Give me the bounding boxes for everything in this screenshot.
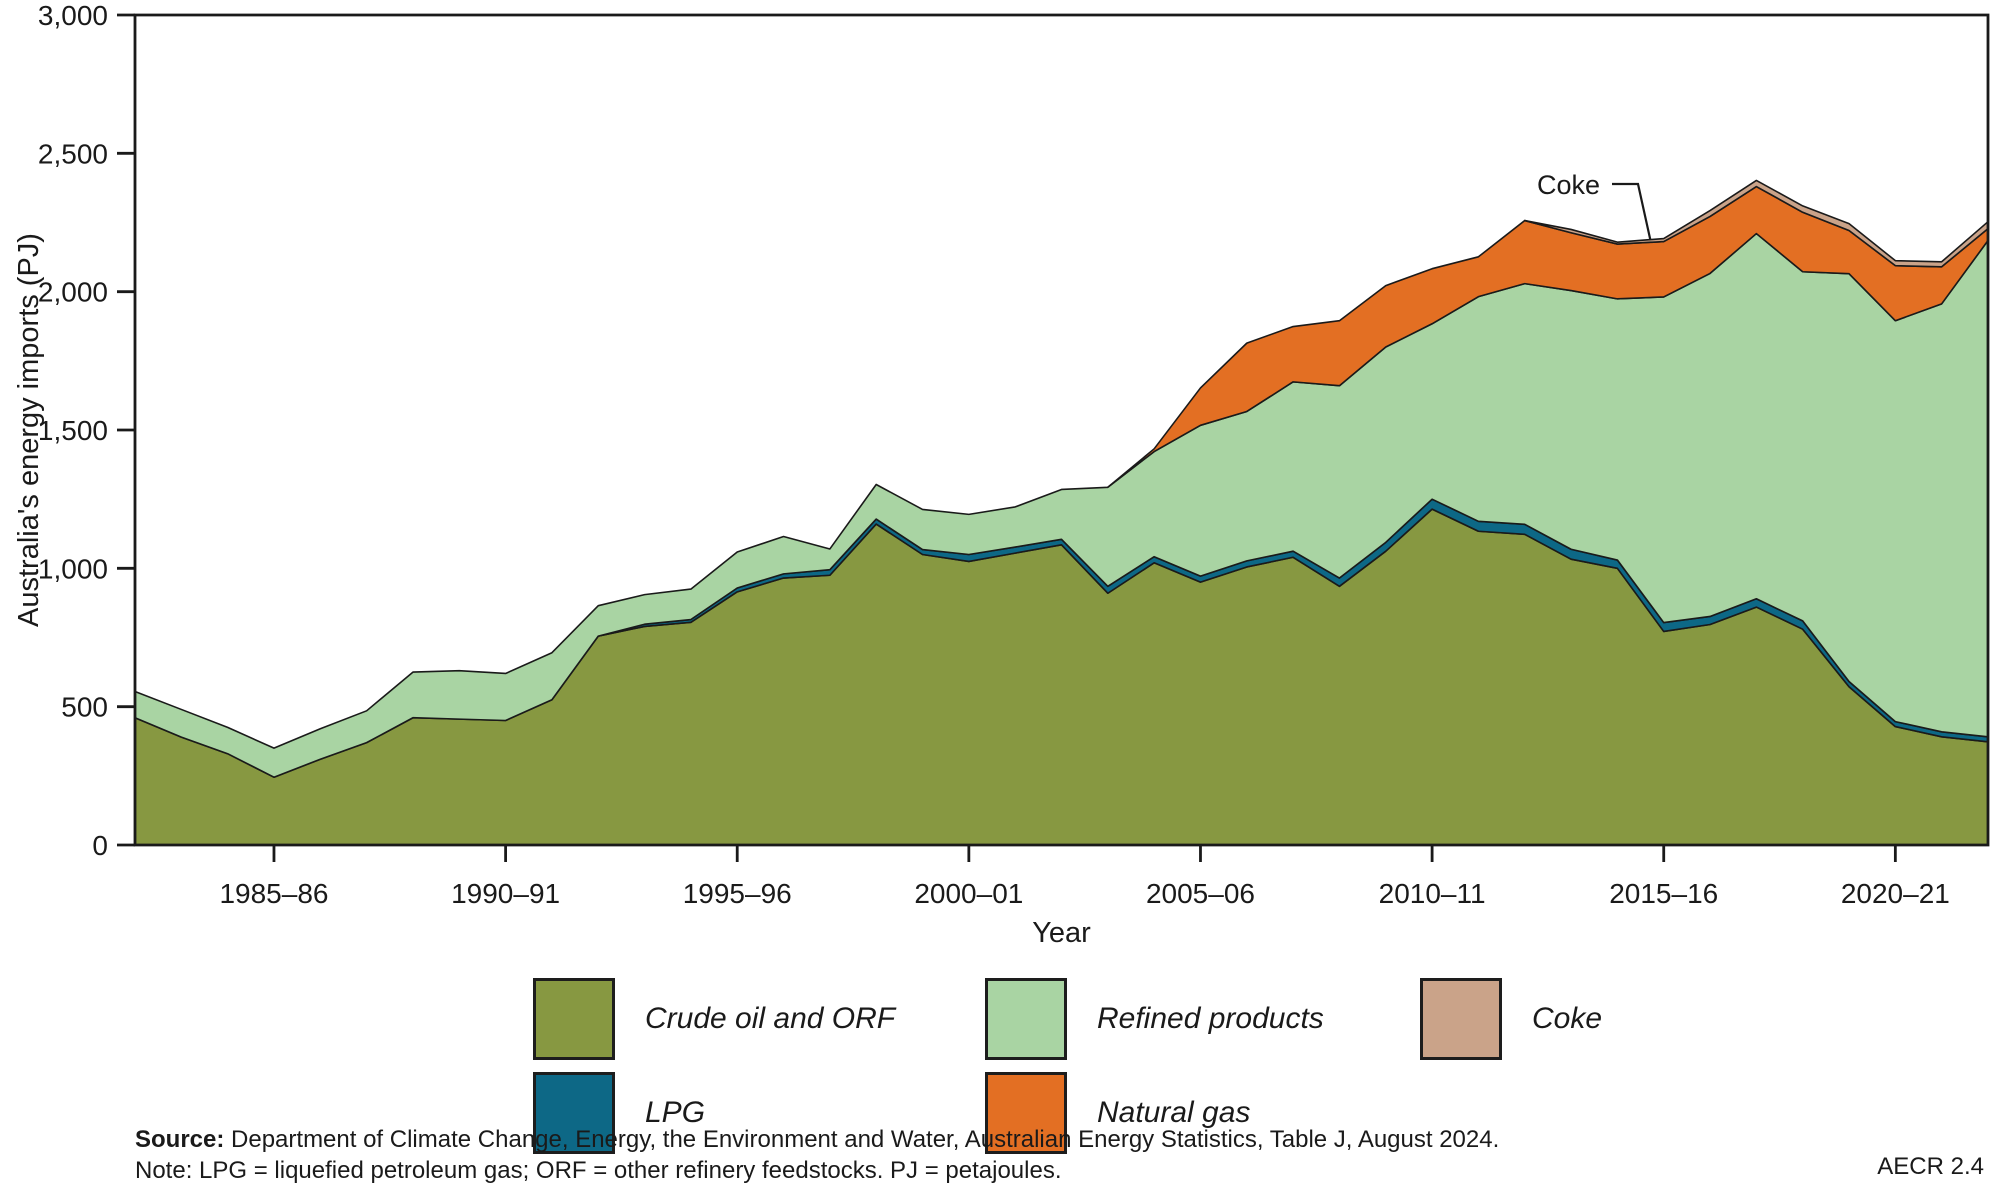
coke-annotation-leader (1612, 182, 1652, 241)
x-tick-label: 2020–21 (1841, 878, 1950, 909)
y-axis-title: Australia's energy imports (PJ) (13, 233, 45, 627)
y-tick-label: 500 (61, 692, 108, 723)
legend-label: LPG (645, 1096, 706, 1129)
y-tick-label: 2,500 (38, 138, 108, 169)
legend-item-lpg: LPG (533, 1072, 705, 1154)
legend-swatch (1420, 978, 1502, 1060)
legend-swatch (985, 1072, 1067, 1154)
x-tick-label: 2005–06 (1146, 878, 1255, 909)
x-tick-label: 1990–91 (451, 878, 560, 909)
x-tick-label: 1995–96 (683, 878, 792, 909)
note-line: Note: LPG = liquefied petroleum gas; ORF… (135, 1157, 1062, 1184)
legend-label: Crude oil and ORF (645, 1002, 896, 1035)
figure-code: AECR 2.4 (1877, 1153, 1984, 1180)
source-text: Department of Climate Change, Energy, th… (224, 1126, 1500, 1153)
x-axis-title: Year (1032, 917, 1091, 949)
legend-item-natural-gas: Natural gas (985, 1072, 1250, 1154)
y-tick-label: 1,000 (38, 553, 108, 584)
y-tick-label: 2,000 (38, 277, 108, 308)
x-tick-label: 2000–01 (914, 878, 1023, 909)
legend-swatch (533, 978, 615, 1060)
legend-item-coke: Coke (1420, 978, 1602, 1060)
y-tick-label: 0 (92, 830, 108, 861)
source-note: Source: Department of Climate Change, En… (135, 1124, 1499, 1186)
legend-label: Natural gas (1097, 1096, 1251, 1129)
legend-label: Refined products (1097, 1002, 1324, 1035)
y-tick-label: 1,500 (38, 415, 108, 446)
y-tick-label: 3,000 (38, 0, 108, 31)
x-tick-label: 2010–11 (1379, 878, 1486, 909)
legend-label: Coke (1532, 1002, 1603, 1035)
legend-item-crude-oil-and-orf: Crude oil and ORF (533, 978, 895, 1060)
legend-item-refined-products: Refined products (985, 978, 1324, 1060)
x-tick-label: 2015–16 (1609, 878, 1718, 909)
legend-swatch (985, 978, 1067, 1060)
source-label: Source: (135, 1126, 225, 1153)
x-tick-label: 1985–86 (219, 878, 328, 909)
stacked-area-chart: 0 500 1,000 1,500 2,000 2,500 3,000 1985–86 1990… (13, 0, 1990, 949)
legend-swatch (533, 1072, 615, 1154)
coke-annotation-label: Coke (1537, 170, 1600, 200)
source-line: Source: Department of Climate Change, En… (135, 1124, 1499, 1155)
